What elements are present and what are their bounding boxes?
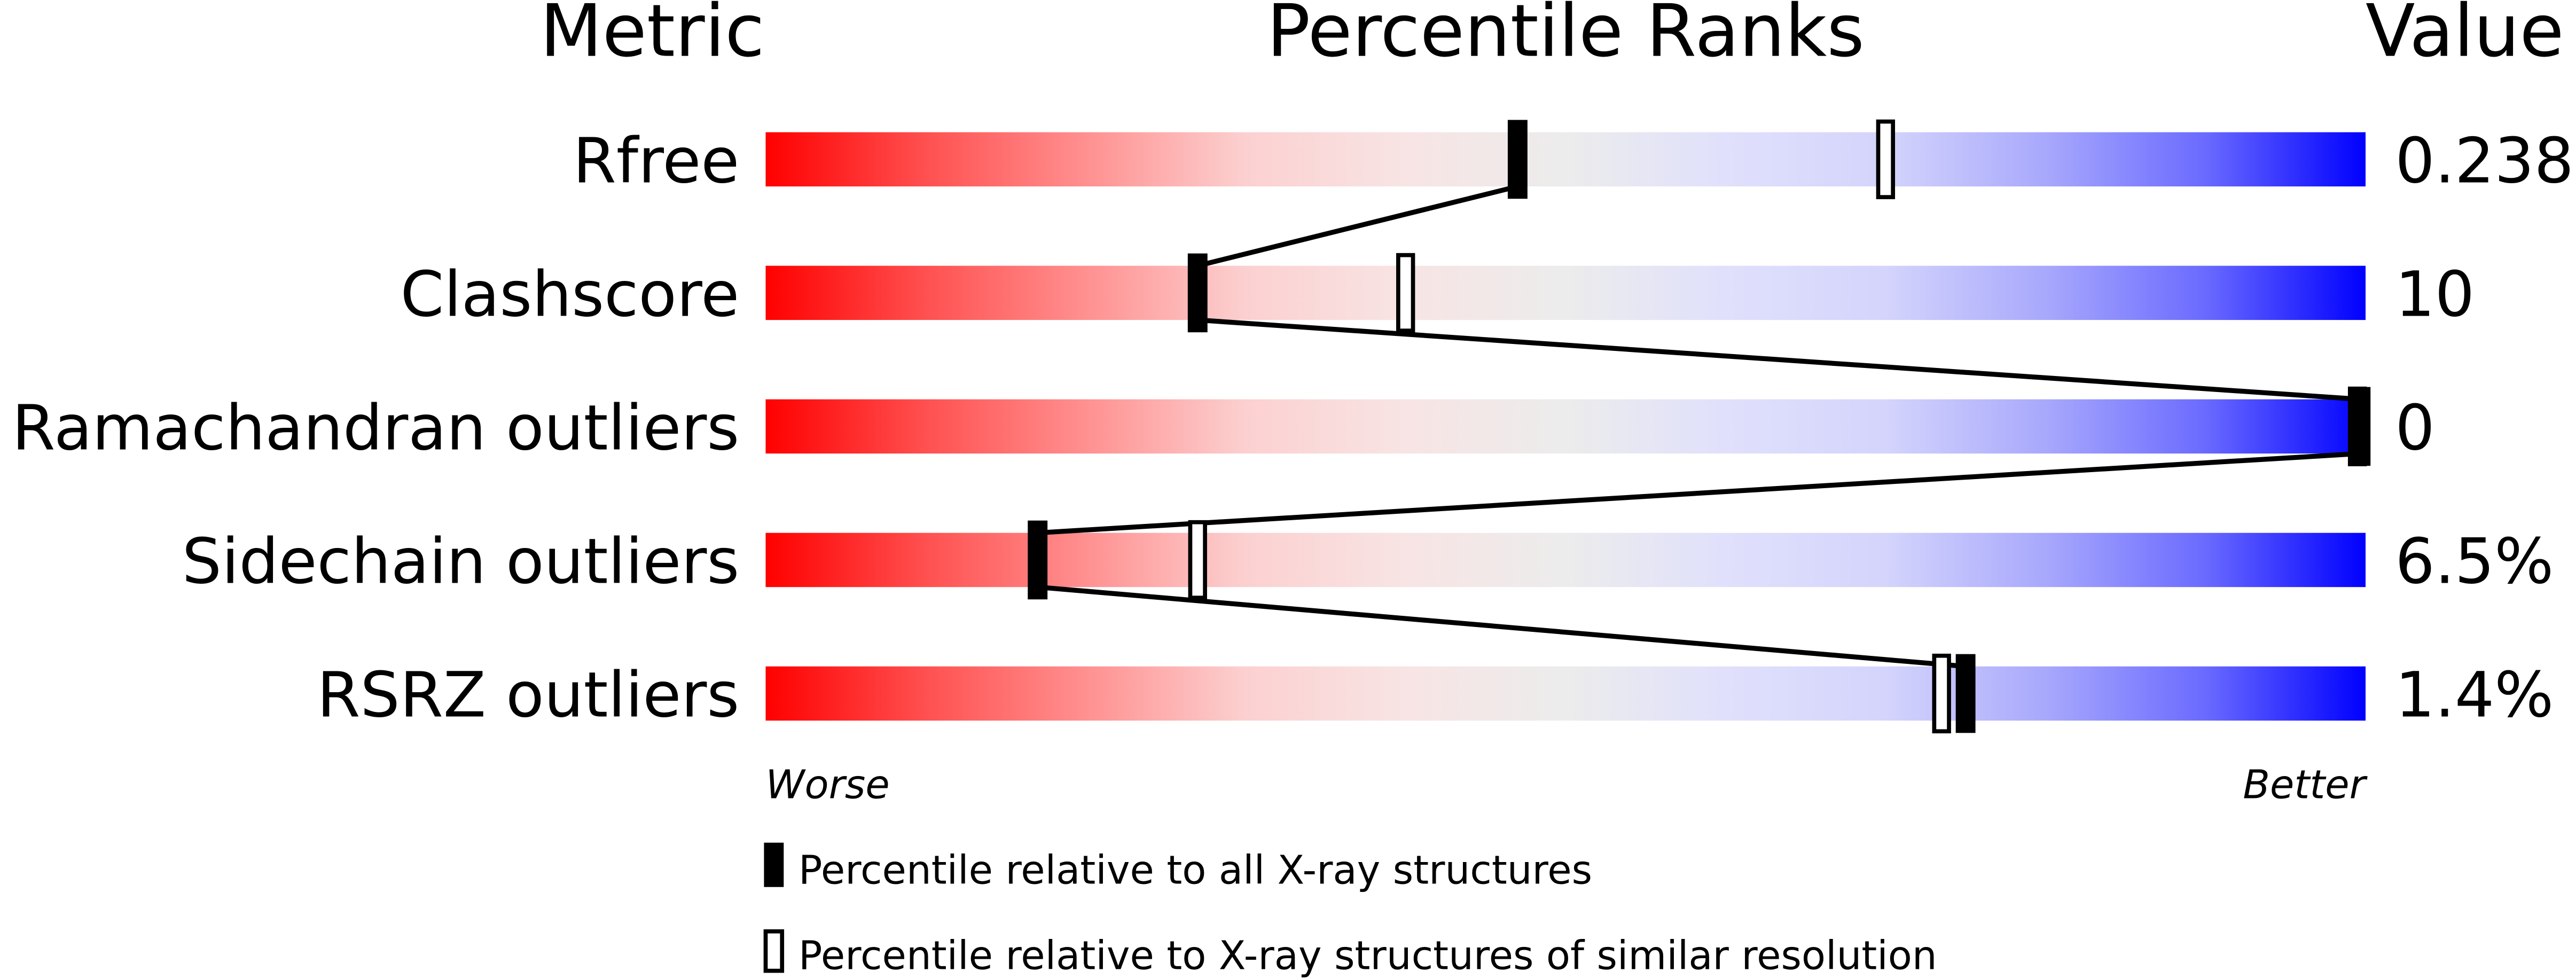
similar-resolution-marker [1396,253,1415,333]
connector-line [1037,451,2361,536]
metric-value: 6.5% [2395,525,2554,598]
all-structures-marker [1955,654,1976,733]
metric-value: 0.238 [2395,124,2574,197]
metric-row: Ramachandran outliers 0 [12,391,2434,464]
all-structures-marker [1028,520,1048,600]
axis-label-worse: Worse [765,762,889,808]
header-metric: Metric [540,0,765,73]
legend-filled-marker-icon [764,842,784,887]
metric-row: Clashscore 10 [401,258,2475,331]
legend-open-marker-icon [763,929,785,973]
metric-value: 10 [2395,258,2475,331]
all-structures-marker [2351,387,2371,466]
percentile-bar [765,532,2366,588]
header-percentile-ranks: Percentile Ranks [1267,0,1865,73]
metric-value: 1.4% [2395,659,2554,732]
connector-line [1197,184,1518,269]
connector-line [1197,317,2361,402]
metric-row: RSRZ outliers 1.4% [317,659,2554,732]
metric-row: Sidechain outliers 6.5% [182,525,2554,598]
metric-label: Rfree [573,124,740,197]
metric-label: Sidechain outliers [182,525,739,598]
legend-label-similar: Percentile relative to X-ray structures … [798,933,1937,979]
all-structures-marker [1507,120,1528,199]
connector-line [1037,584,1966,669]
all-structures-marker [1187,253,1208,333]
similar-resolution-marker [1932,653,1951,734]
percentile-bar [765,666,2366,721]
metric-label: Ramachandran outliers [12,391,739,464]
similar-resolution-marker [1876,119,1896,199]
metric-value: 0 [2395,391,2434,464]
metric-label: Clashscore [401,258,740,331]
percentile-bar [765,399,2366,454]
metric-row: Rfree 0.238 [573,124,2574,197]
metric-label: RSRZ outliers [317,659,739,732]
percentile-bar [765,265,2366,320]
axis-label-better: Better [2243,762,2368,808]
legend-label-all: Percentile relative to all X-ray structu… [798,848,1592,894]
similar-resolution-marker [1188,520,1207,600]
percentile-bar [765,132,2366,187]
header-value: Value [2366,0,2564,73]
